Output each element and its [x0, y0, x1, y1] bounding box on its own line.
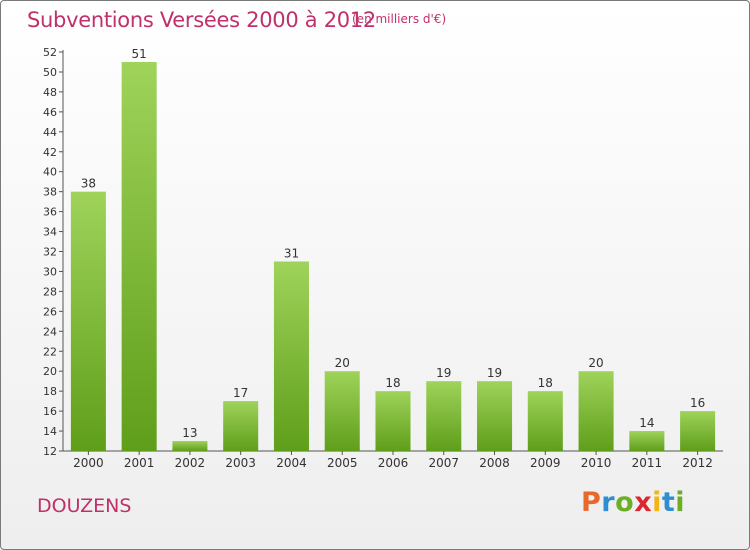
logo-letter: i — [675, 487, 686, 518]
x-tick-label: 2007 — [428, 456, 459, 470]
x-tick-label: 2003 — [225, 456, 256, 470]
y-tick-label: 48 — [43, 86, 57, 99]
chart-title: Subventions Versées 2000 à 2012 — [27, 8, 376, 32]
x-tick-label: 2006 — [378, 456, 409, 470]
data-label: 31 — [284, 246, 299, 260]
y-tick-label: 36 — [43, 206, 57, 219]
x-tick-label: 2012 — [682, 456, 713, 470]
data-label: 38 — [81, 177, 96, 191]
data-label: 18 — [385, 376, 400, 390]
bar — [375, 391, 411, 451]
logo-letter: x — [634, 487, 653, 518]
x-tick-label: 2009 — [530, 456, 561, 470]
bar — [223, 401, 259, 451]
bar — [477, 381, 513, 451]
bar — [172, 441, 208, 451]
y-tick-label: 18 — [43, 385, 57, 398]
y-tick-label: 28 — [43, 285, 57, 298]
bar — [629, 431, 665, 451]
x-tick-label: 2000 — [73, 456, 104, 470]
bar — [70, 191, 106, 451]
y-tick-label: 42 — [43, 146, 57, 159]
bar — [578, 371, 614, 451]
y-tick-label: 32 — [43, 246, 57, 259]
data-label: 19 — [436, 366, 451, 380]
bar — [527, 391, 563, 451]
x-tick-label: 2004 — [276, 456, 307, 470]
data-label: 20 — [335, 356, 350, 370]
y-tick-label: 26 — [43, 305, 57, 318]
x-tick-label: 2010 — [581, 456, 612, 470]
y-tick-label: 20 — [43, 365, 57, 378]
logo-letter: i — [652, 487, 662, 518]
x-tick-label: 2001 — [124, 456, 155, 470]
proxiti-logo: Proxiti — [581, 487, 685, 518]
data-label: 14 — [639, 416, 654, 430]
data-label: 16 — [690, 396, 705, 410]
x-tick-label: 2005 — [327, 456, 358, 470]
y-tick-label: 12 — [43, 445, 57, 458]
y-tick-label: 24 — [43, 325, 57, 338]
y-tick-label: 22 — [43, 345, 57, 358]
bar — [426, 381, 462, 451]
y-tick-label: 44 — [43, 126, 57, 139]
y-tick-label: 16 — [43, 405, 57, 418]
data-label: 51 — [132, 47, 147, 61]
data-label: 20 — [588, 356, 603, 370]
bar — [121, 61, 157, 451]
y-tick-label: 30 — [43, 265, 57, 278]
logo-letter: r — [601, 487, 616, 518]
x-tick-label: 2011 — [632, 456, 663, 470]
y-tick-label: 52 — [43, 46, 57, 59]
bar — [273, 261, 309, 451]
y-tick-label: 40 — [43, 166, 57, 179]
data-label: 17 — [233, 386, 248, 400]
chart-unit: (en milliers d'€) — [352, 12, 447, 26]
y-tick-label: 38 — [43, 186, 57, 199]
data-label: 19 — [487, 366, 502, 380]
bar — [680, 411, 716, 451]
logo-letter: o — [615, 487, 635, 518]
x-tick-label: 2002 — [175, 456, 206, 470]
logo-letter: P — [581, 487, 602, 518]
data-label: 13 — [182, 426, 197, 440]
y-tick-label: 50 — [43, 66, 57, 79]
y-tick-label: 14 — [43, 425, 57, 438]
bar — [324, 371, 360, 451]
logo-letter: t — [661, 487, 676, 518]
y-tick-label: 46 — [43, 106, 57, 119]
commune-name: DOUZENS — [37, 495, 132, 517]
data-label: 18 — [538, 376, 553, 390]
y-tick-label: 34 — [43, 226, 57, 239]
x-tick-label: 2008 — [479, 456, 510, 470]
